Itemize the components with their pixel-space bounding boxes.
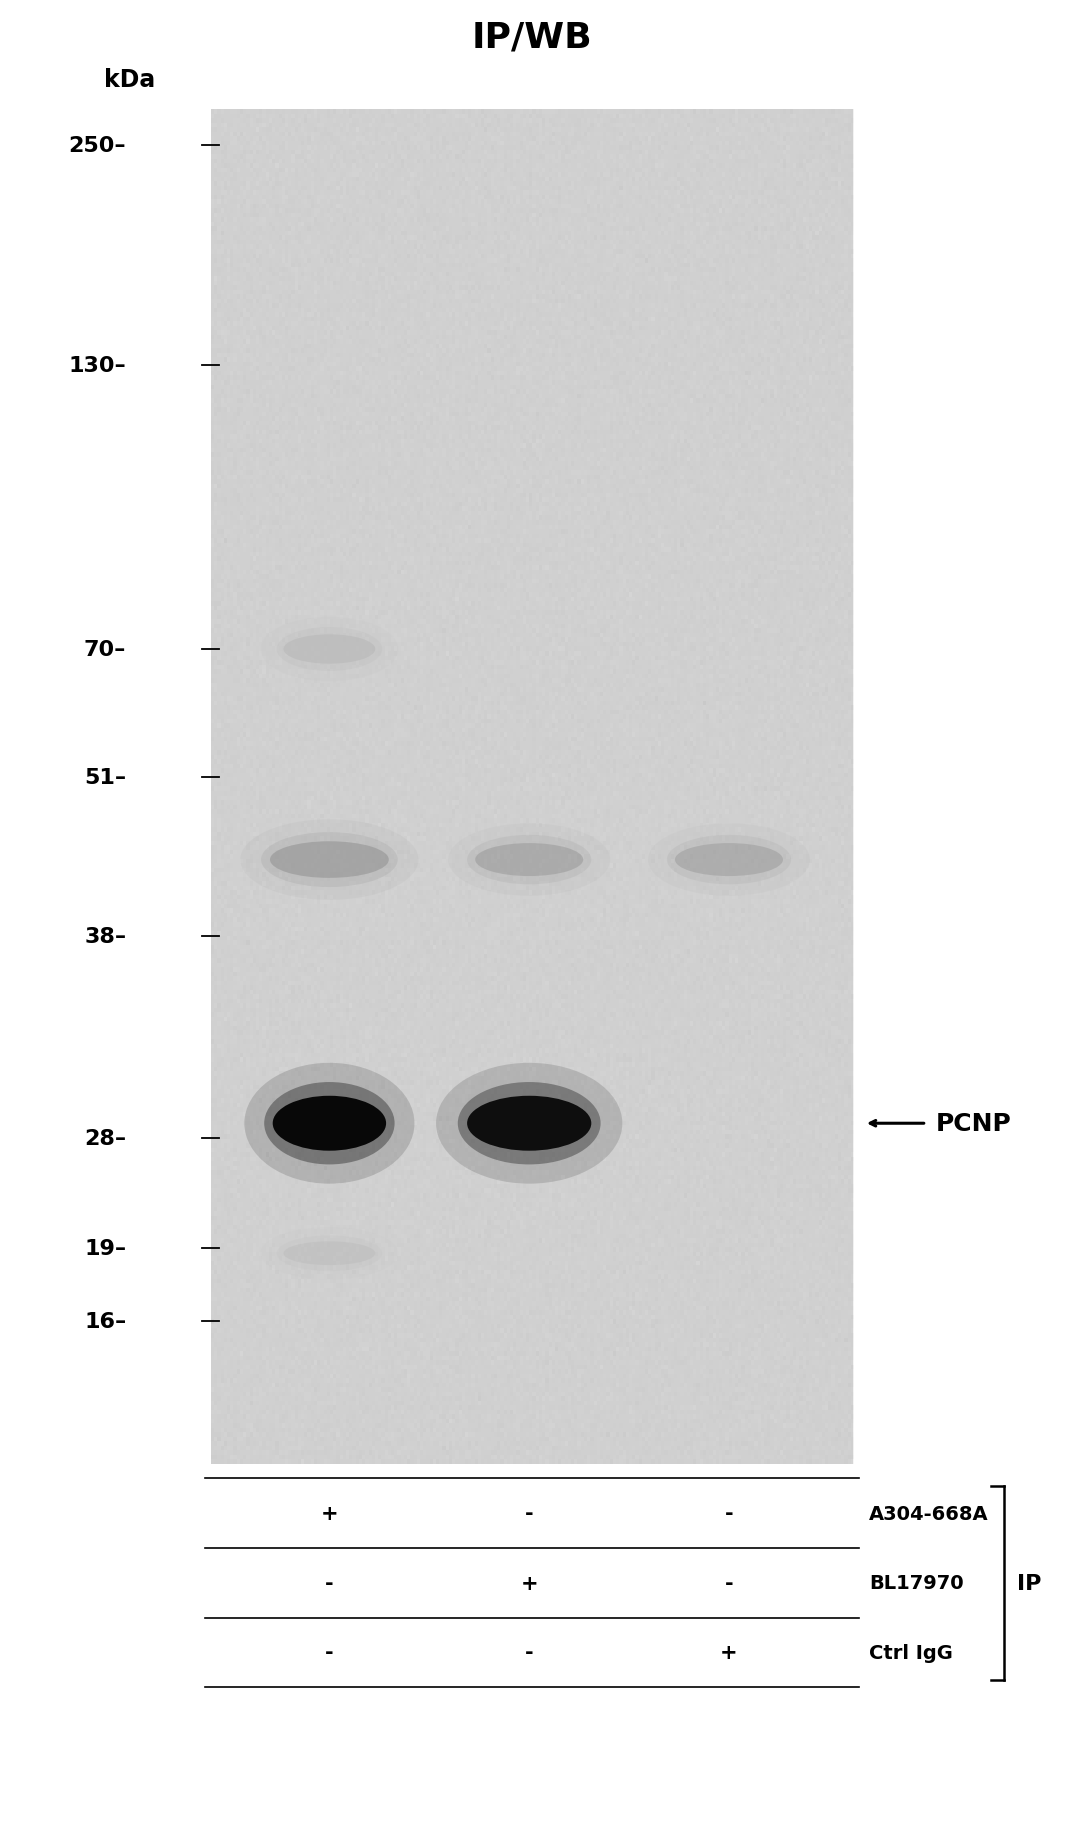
Text: IP: IP bbox=[1017, 1574, 1042, 1592]
Text: BL17970: BL17970 bbox=[869, 1574, 964, 1592]
Ellipse shape bbox=[468, 1096, 592, 1151]
Text: 38–: 38– bbox=[84, 928, 126, 946]
Text: IP/WB: IP/WB bbox=[472, 20, 592, 55]
Bar bbox=[211, 110, 853, 1464]
Ellipse shape bbox=[283, 635, 376, 664]
Text: 70–: 70– bbox=[84, 640, 126, 659]
Ellipse shape bbox=[675, 844, 783, 877]
Text: 51–: 51– bbox=[84, 769, 126, 787]
Ellipse shape bbox=[260, 1228, 399, 1279]
Text: 16–: 16– bbox=[84, 1312, 126, 1330]
Ellipse shape bbox=[240, 820, 419, 900]
Ellipse shape bbox=[475, 844, 583, 877]
Text: -: - bbox=[525, 1504, 534, 1523]
Ellipse shape bbox=[448, 824, 610, 897]
Ellipse shape bbox=[458, 1082, 600, 1164]
Text: 19–: 19– bbox=[84, 1239, 126, 1257]
Text: -: - bbox=[725, 1574, 733, 1592]
Ellipse shape bbox=[436, 1063, 622, 1184]
Text: 250–: 250– bbox=[69, 137, 126, 156]
Text: 130–: 130– bbox=[69, 357, 126, 375]
Text: A304-668A: A304-668A bbox=[869, 1504, 989, 1523]
Text: Ctrl IgG: Ctrl IgG bbox=[869, 1643, 954, 1662]
Ellipse shape bbox=[270, 842, 389, 878]
Text: -: - bbox=[325, 1643, 334, 1662]
Ellipse shape bbox=[265, 1082, 394, 1164]
Ellipse shape bbox=[283, 1241, 376, 1266]
Text: 28–: 28– bbox=[84, 1129, 126, 1147]
Ellipse shape bbox=[260, 617, 399, 683]
Ellipse shape bbox=[667, 834, 791, 886]
Ellipse shape bbox=[261, 833, 397, 888]
Text: PCNP: PCNP bbox=[935, 1111, 1011, 1136]
Text: +: + bbox=[521, 1574, 538, 1592]
Ellipse shape bbox=[468, 834, 592, 886]
Text: +: + bbox=[720, 1643, 738, 1662]
Text: -: - bbox=[325, 1574, 334, 1592]
Text: -: - bbox=[725, 1504, 733, 1523]
Ellipse shape bbox=[244, 1063, 415, 1184]
Text: -: - bbox=[525, 1643, 534, 1662]
Ellipse shape bbox=[648, 824, 810, 897]
Ellipse shape bbox=[276, 628, 382, 672]
Text: kDa: kDa bbox=[104, 68, 156, 92]
Ellipse shape bbox=[272, 1096, 387, 1151]
Text: +: + bbox=[321, 1504, 338, 1523]
Ellipse shape bbox=[276, 1235, 382, 1272]
